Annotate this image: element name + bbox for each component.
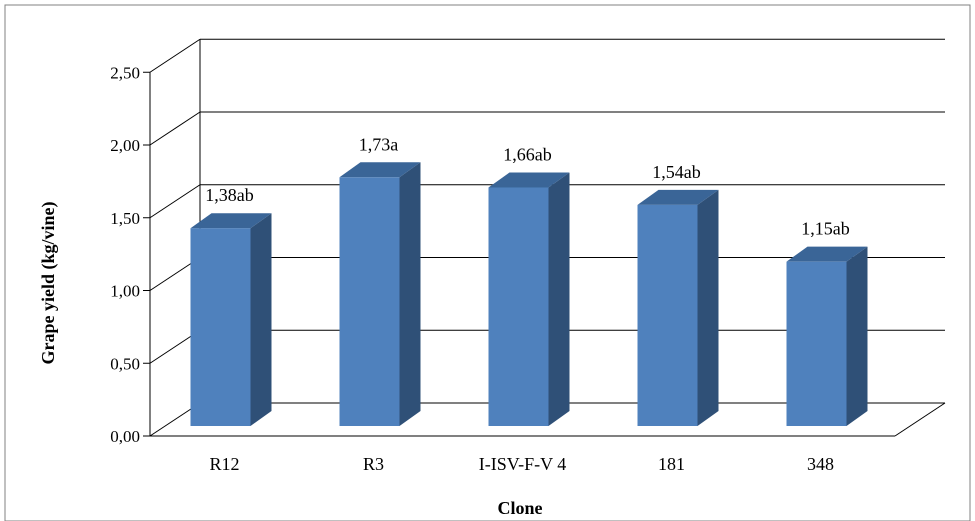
y-axis-title: Grape yield (kg/vine) (38, 202, 59, 365)
y-tick-label: 1,50 (110, 209, 140, 228)
data-label: 1,38ab (205, 185, 254, 205)
y-tick-label: 1,00 (110, 282, 140, 301)
bar-top (190, 213, 272, 229)
bar-side (846, 246, 868, 426)
bar-side (697, 189, 719, 426)
x-tick-label: 348 (807, 454, 834, 474)
bar-top (637, 189, 719, 205)
x-tick-label: 181 (658, 454, 685, 474)
y-tick-label: 0,50 (110, 354, 140, 373)
bar (488, 172, 570, 426)
y-tick-label: 2,50 (110, 63, 140, 82)
bar (339, 162, 421, 426)
bar-front (637, 204, 698, 426)
x-tick-label: R12 (209, 454, 239, 474)
bars (190, 162, 868, 426)
bar-top (488, 172, 570, 188)
data-label: 1,15ab (801, 219, 850, 239)
bar-side (548, 172, 570, 426)
gridline-diagonal (149, 111, 201, 146)
bar (637, 189, 719, 426)
data-label: 1,73a (359, 134, 399, 154)
gridline-diagonal (149, 184, 201, 219)
bar-front (786, 261, 847, 426)
bar-front (190, 228, 251, 426)
y-tick-label: 2,00 (110, 136, 140, 155)
y-tick-label: 0,00 (110, 427, 140, 446)
gridline-diagonal (149, 38, 201, 73)
x-axis-labels: R12 R3 I-ISV-F-V 4 181 348 (209, 454, 834, 474)
bar-top (339, 162, 421, 178)
data-label: 1,54ab (652, 162, 701, 182)
bar-top (786, 246, 868, 262)
data-labels: 1,38ab 1,73a 1,66ab 1,54ab 1,15ab (205, 134, 850, 238)
x-tick-label: R3 (363, 454, 384, 474)
bar (190, 213, 272, 426)
x-tick-label: I-ISV-F-V 4 (479, 454, 567, 474)
bar (786, 246, 868, 426)
bar-side (250, 213, 272, 426)
y-axis-ticks: 0,00 0,50 1,00 1,50 2,00 2,50 (110, 63, 150, 446)
floor-right-edge (894, 402, 946, 437)
bar-side (399, 162, 421, 426)
data-label: 1,66ab (503, 144, 552, 164)
bar-front (488, 187, 549, 426)
bar-front (339, 177, 400, 426)
x-axis-title: Clone (498, 498, 543, 518)
